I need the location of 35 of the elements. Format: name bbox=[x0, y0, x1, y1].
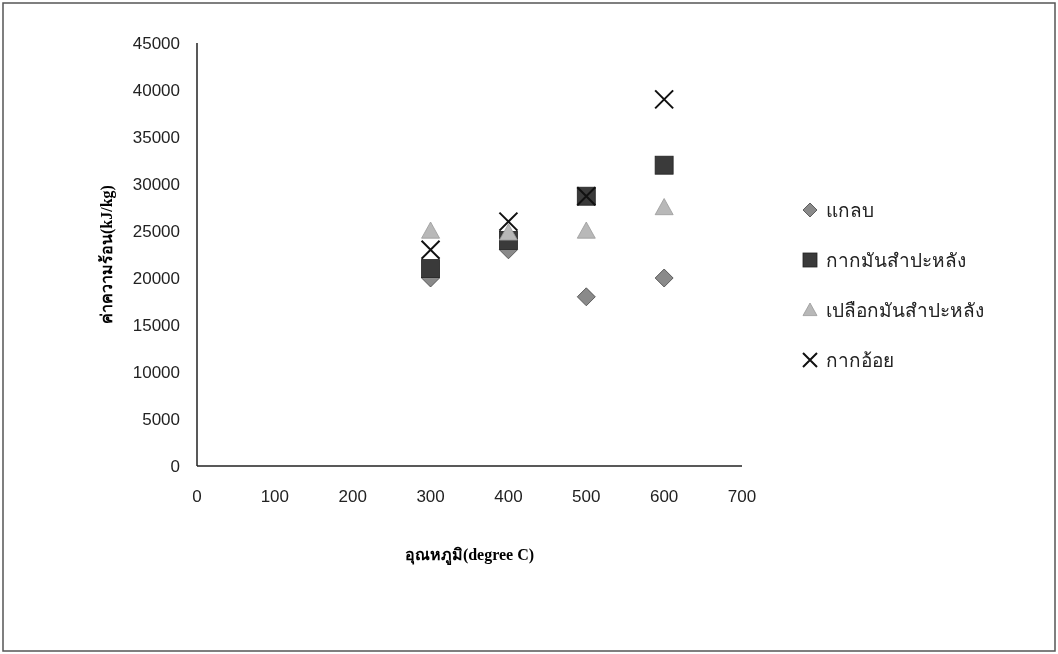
x-axis-title: อุณหภูมิ(degree C) bbox=[404, 546, 535, 566]
y-tick-label: 0 bbox=[170, 457, 180, 476]
x-tick-label: 600 bbox=[649, 487, 679, 506]
legend-label: กากมันสำปะหลัง bbox=[826, 250, 966, 271]
point bbox=[654, 89, 675, 110]
y-tick-label: 25000 bbox=[132, 222, 180, 241]
point bbox=[576, 287, 596, 307]
point bbox=[498, 211, 519, 232]
x-tick-label: 0 bbox=[192, 487, 202, 506]
y-tick-label: 15000 bbox=[132, 316, 180, 335]
point bbox=[421, 221, 440, 239]
x-tick-label: 500 bbox=[572, 487, 601, 506]
point bbox=[420, 239, 441, 260]
y-tick-label: 35000 bbox=[132, 128, 180, 147]
point bbox=[421, 259, 440, 278]
x-tick-label: 700 bbox=[727, 487, 757, 506]
point bbox=[654, 155, 674, 175]
x-tick-label: 100 bbox=[260, 487, 290, 506]
point bbox=[654, 268, 674, 288]
y-tick-label: 10000 bbox=[132, 363, 180, 382]
legend-label: แกลบ bbox=[826, 200, 874, 221]
x-tick-label: 200 bbox=[338, 487, 367, 506]
y-axis-title: ค่าความร้อน(kJ/kg) bbox=[98, 185, 116, 324]
legend-label: กากอ้อย bbox=[826, 350, 894, 371]
y-tick-label: 30000 bbox=[132, 175, 180, 194]
legend-label: เปลือกมันสำปะหลัง bbox=[826, 300, 984, 321]
y-tick-label: 5000 bbox=[142, 410, 180, 429]
y-tick-label: 20000 bbox=[132, 269, 180, 288]
y-tick-label: 45000 bbox=[132, 34, 180, 53]
point bbox=[576, 221, 596, 239]
point bbox=[654, 198, 674, 216]
point bbox=[499, 223, 518, 241]
y-tick-label: 40000 bbox=[132, 81, 180, 100]
x-tick-label: 400 bbox=[494, 487, 523, 506]
x-tick-label: 300 bbox=[416, 487, 445, 506]
